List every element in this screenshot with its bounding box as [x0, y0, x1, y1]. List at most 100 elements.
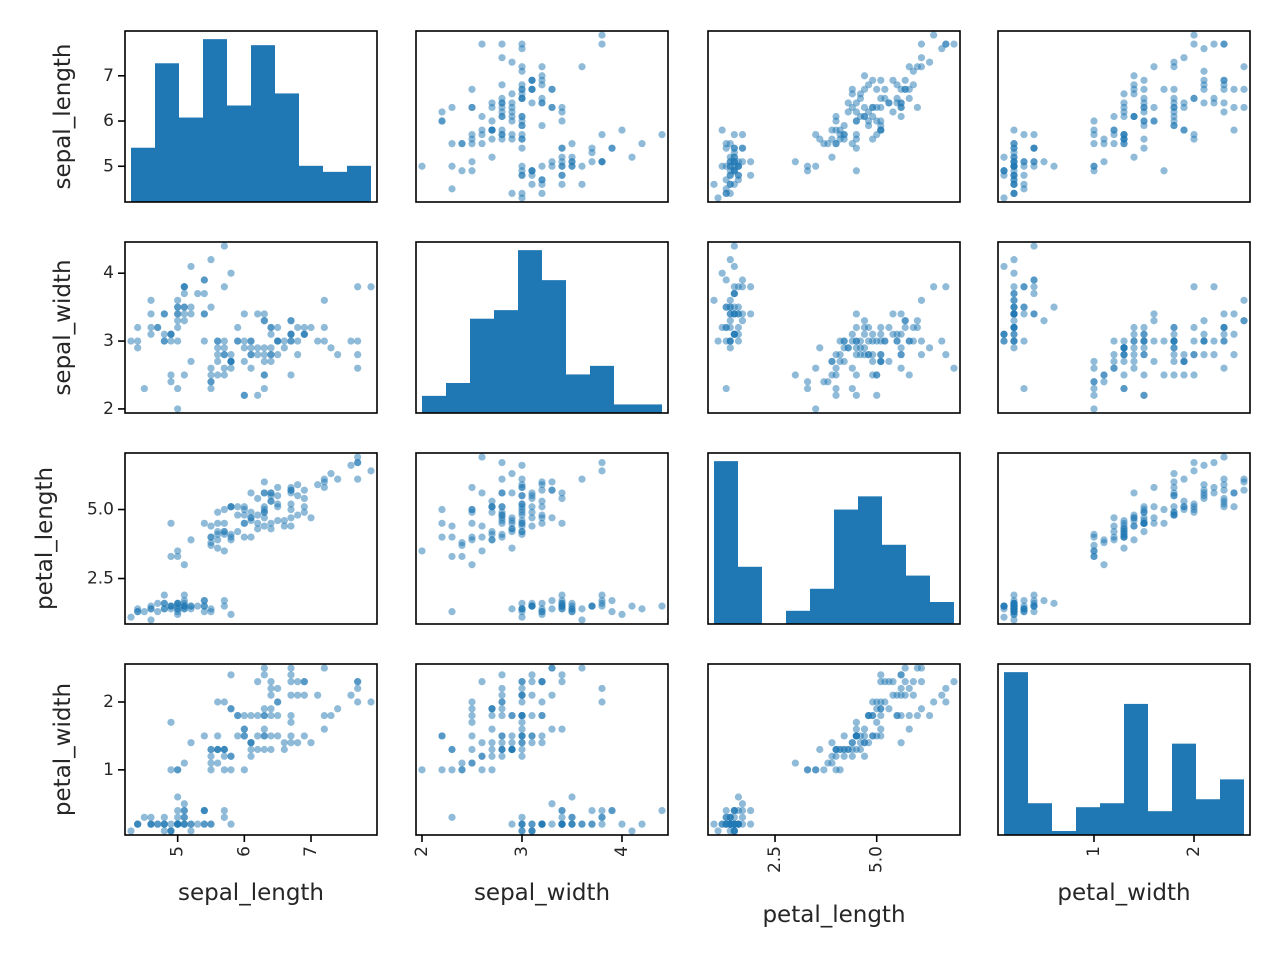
scatter-point [280, 745, 288, 754]
scatter-point [852, 391, 860, 399]
scatter-point [1010, 296, 1018, 304]
scatter-point [1020, 171, 1028, 179]
scatter-point [200, 608, 208, 616]
scatter-point [1010, 180, 1018, 188]
subplot-petal_length-vs-petal_length [707, 452, 961, 625]
scatter-point [220, 505, 228, 514]
scatter-point [174, 317, 182, 325]
scatter-point [1140, 135, 1148, 143]
scatter-point [860, 725, 869, 733]
scatter-point [738, 144, 747, 152]
scatter-point [508, 489, 516, 497]
scatter-point [274, 516, 282, 525]
scatter-point [1230, 503, 1238, 511]
scatter-point [889, 678, 897, 686]
scatter-point [247, 739, 255, 747]
scatter-point [905, 63, 913, 71]
scatter-point [167, 827, 175, 835]
scatter-point [1090, 117, 1098, 125]
scatter-point [1200, 461, 1208, 469]
scatter-point [1180, 371, 1188, 379]
scatter-point [478, 453, 486, 461]
scatter-point [528, 602, 536, 610]
scatter-point [448, 766, 456, 774]
scatter-point [1230, 489, 1238, 497]
scatter-point [518, 711, 526, 720]
scatter-point [354, 283, 362, 291]
scatter-point [1240, 103, 1248, 112]
scatter-point [438, 108, 446, 116]
y-tick-label: 7 [103, 66, 114, 86]
scatter-point [160, 337, 168, 345]
scatter-point [812, 130, 820, 139]
hist-bar [1076, 807, 1100, 835]
axes-frame [415, 241, 669, 414]
scatter-point [478, 522, 486, 530]
subplot-petal_length-vs-sepal_width [415, 452, 669, 625]
scatter-point [568, 599, 576, 607]
scatter-point [220, 242, 228, 250]
scatter-point [558, 725, 566, 733]
scatter-point [877, 732, 885, 740]
scatter-point [214, 732, 222, 740]
scatter-point [518, 739, 526, 747]
scatter-point [1000, 167, 1008, 175]
scatter-point [260, 351, 268, 359]
scatter-point [528, 85, 536, 93]
scatter-point [1160, 337, 1168, 345]
scatter-point [247, 711, 255, 720]
scatter-point [220, 351, 228, 359]
scatter-point [260, 344, 268, 352]
scatter-point [1140, 323, 1148, 332]
scatter-point [300, 494, 308, 503]
hist-bar [614, 404, 638, 413]
scatter-point [1120, 90, 1128, 98]
scatter-point [220, 602, 228, 610]
scatter-point [889, 310, 897, 318]
scatter-point [1020, 303, 1028, 311]
scatter-point [1020, 605, 1028, 613]
scatter-point [747, 820, 755, 828]
scatter-point [418, 162, 426, 170]
scatter-point [718, 269, 726, 277]
scatter-point [227, 357, 235, 366]
scatter-point [220, 344, 228, 352]
scatter-point [1230, 103, 1238, 112]
y-axis-label: petal_length [32, 467, 58, 610]
scatter-point [214, 371, 222, 379]
scatter-point [726, 820, 734, 828]
scatter-point [950, 40, 958, 48]
scatter-point [498, 671, 506, 679]
scatter-point [1190, 323, 1198, 332]
scatter-point [897, 691, 905, 699]
scatter-point [1140, 351, 1148, 359]
scatter-point [528, 739, 536, 747]
scatter-point [1240, 85, 1248, 93]
scatter-point [260, 522, 268, 530]
scatter-point [508, 514, 516, 522]
subplot-sepal_length-vs-sepal_length [124, 30, 378, 203]
scatter-point [538, 63, 546, 71]
scatter-point [548, 597, 556, 605]
scatter-point [558, 519, 566, 527]
scatter-point [828, 739, 836, 747]
scatter-point [747, 158, 755, 166]
hist-bar [1148, 811, 1172, 835]
scatter-point [897, 351, 905, 359]
scatter-point [864, 323, 873, 332]
scatter-point [518, 678, 526, 686]
hist-bar [470, 318, 494, 413]
scatter-point [905, 711, 913, 720]
scatter-point [1010, 605, 1018, 613]
scatter-point [710, 296, 718, 304]
scatter-point [877, 711, 885, 720]
scatter-point [1200, 67, 1208, 75]
scatter-point [726, 337, 734, 345]
hist-bar [738, 566, 762, 624]
scatter-point [498, 511, 506, 519]
scatter-point [247, 337, 255, 345]
axes-frame [707, 241, 961, 414]
scatter-point [860, 317, 869, 325]
scatter-point [893, 711, 901, 720]
scatter-point [478, 766, 486, 774]
